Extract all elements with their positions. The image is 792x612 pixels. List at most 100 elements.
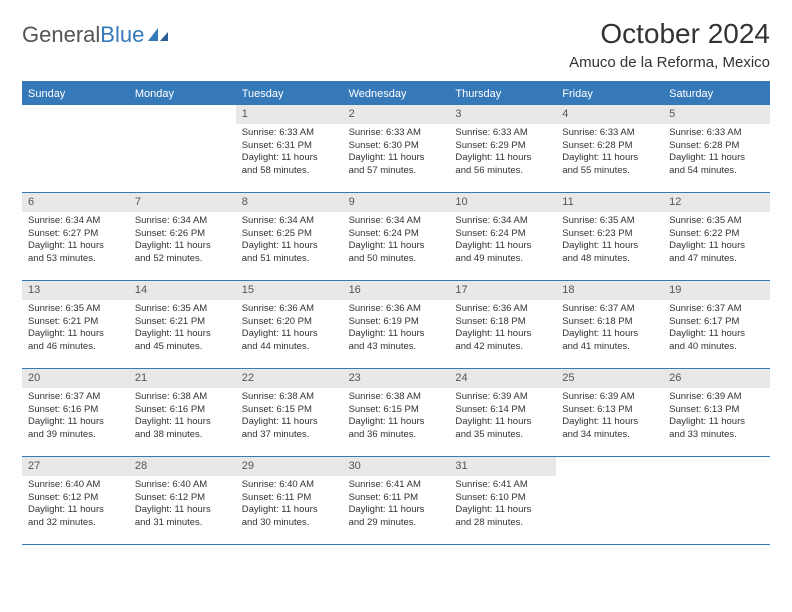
daylight-line1: Daylight: 11 hours: [349, 152, 444, 165]
daylight-line2: and 32 minutes.: [28, 517, 123, 530]
day-body: Sunrise: 6:35 AMSunset: 6:21 PMDaylight:…: [22, 300, 129, 360]
sunset-text: Sunset: 6:11 PM: [242, 492, 337, 505]
sunset-text: Sunset: 6:19 PM: [349, 316, 444, 329]
day-cell: 18Sunrise: 6:37 AMSunset: 6:18 PMDayligh…: [556, 281, 663, 369]
sunrise-text: Sunrise: 6:39 AM: [455, 391, 550, 404]
day-header: Sunday: [22, 83, 129, 105]
sunrise-text: Sunrise: 6:33 AM: [242, 127, 337, 140]
day-body: Sunrise: 6:34 AMSunset: 6:27 PMDaylight:…: [22, 212, 129, 272]
day-header: Friday: [556, 83, 663, 105]
sunrise-text: Sunrise: 6:33 AM: [669, 127, 764, 140]
day-body: Sunrise: 6:34 AMSunset: 6:24 PMDaylight:…: [343, 212, 450, 272]
sunset-text: Sunset: 6:18 PM: [562, 316, 657, 329]
daylight-line2: and 43 minutes.: [349, 341, 444, 354]
title-block: October 2024 Amuco de la Reforma, Mexico: [569, 18, 770, 71]
day-header: Tuesday: [236, 83, 343, 105]
sunset-text: Sunset: 6:16 PM: [28, 404, 123, 417]
day-number: 16: [343, 281, 450, 300]
day-cell: 27Sunrise: 6:40 AMSunset: 6:12 PMDayligh…: [22, 457, 129, 545]
day-cell: 13Sunrise: 6:35 AMSunset: 6:21 PMDayligh…: [22, 281, 129, 369]
logo-sail-icon: [148, 22, 170, 48]
sunrise-text: Sunrise: 6:34 AM: [135, 215, 230, 228]
day-number: 12: [663, 193, 770, 212]
day-number: 29: [236, 457, 343, 476]
day-body: Sunrise: 6:35 AMSunset: 6:23 PMDaylight:…: [556, 212, 663, 272]
daylight-line1: Daylight: 11 hours: [455, 152, 550, 165]
daylight-line2: and 42 minutes.: [455, 341, 550, 354]
sunset-text: Sunset: 6:21 PM: [135, 316, 230, 329]
day-number: 10: [449, 193, 556, 212]
day-body: Sunrise: 6:39 AMSunset: 6:14 PMDaylight:…: [449, 388, 556, 448]
sunrise-text: Sunrise: 6:38 AM: [135, 391, 230, 404]
day-body: Sunrise: 6:39 AMSunset: 6:13 PMDaylight:…: [556, 388, 663, 448]
day-body: Sunrise: 6:33 AMSunset: 6:28 PMDaylight:…: [556, 124, 663, 184]
daylight-line1: Daylight: 11 hours: [349, 504, 444, 517]
daylight-line1: Daylight: 11 hours: [669, 328, 764, 341]
sunrise-text: Sunrise: 6:37 AM: [28, 391, 123, 404]
sunrise-text: Sunrise: 6:35 AM: [28, 303, 123, 316]
sunset-text: Sunset: 6:24 PM: [455, 228, 550, 241]
day-cell: 16Sunrise: 6:36 AMSunset: 6:19 PMDayligh…: [343, 281, 450, 369]
sunset-text: Sunset: 6:14 PM: [455, 404, 550, 417]
daylight-line2: and 41 minutes.: [562, 341, 657, 354]
day-body: Sunrise: 6:36 AMSunset: 6:18 PMDaylight:…: [449, 300, 556, 360]
day-number: 9: [343, 193, 450, 212]
sunset-text: Sunset: 6:30 PM: [349, 140, 444, 153]
daylight-line1: Daylight: 11 hours: [455, 328, 550, 341]
day-cell: 23Sunrise: 6:38 AMSunset: 6:15 PMDayligh…: [343, 369, 450, 457]
sunset-text: Sunset: 6:10 PM: [455, 492, 550, 505]
day-cell: 29Sunrise: 6:40 AMSunset: 6:11 PMDayligh…: [236, 457, 343, 545]
sunrise-text: Sunrise: 6:38 AM: [349, 391, 444, 404]
sunset-text: Sunset: 6:22 PM: [669, 228, 764, 241]
daylight-line1: Daylight: 11 hours: [349, 416, 444, 429]
day-body: Sunrise: 6:36 AMSunset: 6:20 PMDaylight:…: [236, 300, 343, 360]
daylight-line2: and 37 minutes.: [242, 429, 337, 442]
day-cell: 14Sunrise: 6:35 AMSunset: 6:21 PMDayligh…: [129, 281, 236, 369]
sunrise-text: Sunrise: 6:41 AM: [349, 479, 444, 492]
day-number: 13: [22, 281, 129, 300]
sunset-text: Sunset: 6:28 PM: [669, 140, 764, 153]
logo: GeneralBlue: [22, 18, 170, 48]
day-body: Sunrise: 6:33 AMSunset: 6:29 PMDaylight:…: [449, 124, 556, 184]
day-body: Sunrise: 6:35 AMSunset: 6:21 PMDaylight:…: [129, 300, 236, 360]
sunrise-text: Sunrise: 6:37 AM: [669, 303, 764, 316]
daylight-line2: and 58 minutes.: [242, 165, 337, 178]
day-body: Sunrise: 6:41 AMSunset: 6:10 PMDaylight:…: [449, 476, 556, 536]
sunset-text: Sunset: 6:23 PM: [562, 228, 657, 241]
daylight-line1: Daylight: 11 hours: [562, 152, 657, 165]
sunrise-text: Sunrise: 6:38 AM: [242, 391, 337, 404]
daylight-line1: Daylight: 11 hours: [135, 416, 230, 429]
day-cell: 20Sunrise: 6:37 AMSunset: 6:16 PMDayligh…: [22, 369, 129, 457]
daylight-line1: Daylight: 11 hours: [242, 416, 337, 429]
daylight-line1: Daylight: 11 hours: [455, 504, 550, 517]
day-number: 31: [449, 457, 556, 476]
sunset-text: Sunset: 6:13 PM: [669, 404, 764, 417]
daylight-line1: Daylight: 11 hours: [562, 328, 657, 341]
day-cell: 17Sunrise: 6:36 AMSunset: 6:18 PMDayligh…: [449, 281, 556, 369]
day-number: 2: [343, 105, 450, 124]
sunrise-text: Sunrise: 6:39 AM: [562, 391, 657, 404]
logo-text-2: Blue: [100, 22, 144, 48]
day-number: 19: [663, 281, 770, 300]
day-number: 17: [449, 281, 556, 300]
day-body: Sunrise: 6:38 AMSunset: 6:16 PMDaylight:…: [129, 388, 236, 448]
day-number: 18: [556, 281, 663, 300]
daylight-line1: Daylight: 11 hours: [349, 240, 444, 253]
daylight-line2: and 36 minutes.: [349, 429, 444, 442]
daylight-line2: and 31 minutes.: [135, 517, 230, 530]
day-number: 8: [236, 193, 343, 212]
day-number: 5: [663, 105, 770, 124]
sunset-text: Sunset: 6:12 PM: [28, 492, 123, 505]
sunrise-text: Sunrise: 6:35 AM: [135, 303, 230, 316]
day-number: 20: [22, 369, 129, 388]
day-number: 26: [663, 369, 770, 388]
day-body: Sunrise: 6:37 AMSunset: 6:17 PMDaylight:…: [663, 300, 770, 360]
daylight-line1: Daylight: 11 hours: [242, 328, 337, 341]
location: Amuco de la Reforma, Mexico: [569, 54, 770, 71]
day-number: 14: [129, 281, 236, 300]
sunset-text: Sunset: 6:29 PM: [455, 140, 550, 153]
day-body: Sunrise: 6:37 AMSunset: 6:16 PMDaylight:…: [22, 388, 129, 448]
sunrise-text: Sunrise: 6:34 AM: [455, 215, 550, 228]
calendar-grid: SundayMondayTuesdayWednesdayThursdayFrid…: [22, 81, 770, 545]
daylight-line2: and 50 minutes.: [349, 253, 444, 266]
